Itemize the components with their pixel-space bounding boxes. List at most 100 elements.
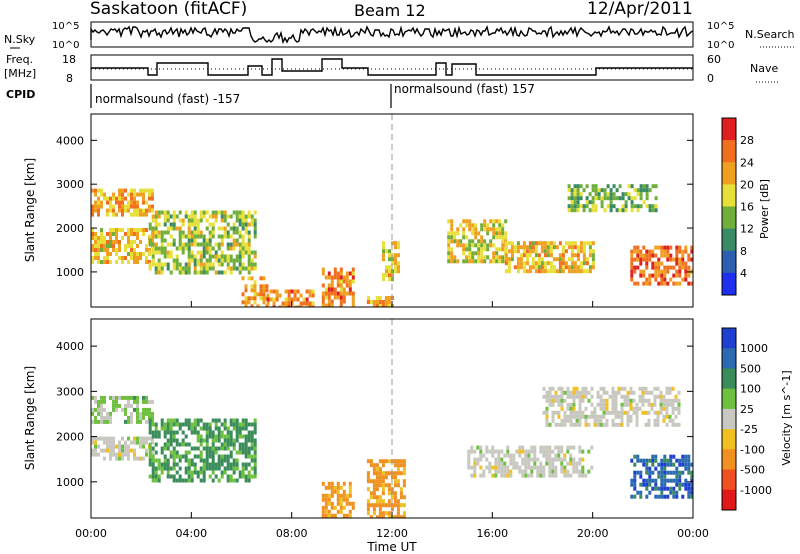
velocity-cell-r2 xyxy=(199,454,203,459)
power-cell-r9 xyxy=(507,265,511,270)
velocity-cell-r2 xyxy=(178,466,182,471)
velocity-cell-r6 xyxy=(602,422,606,427)
power-cell-r4 xyxy=(278,305,282,307)
velocity-cell-r2 xyxy=(232,426,236,431)
power-cell-r0 xyxy=(124,232,127,236)
velocity-cell-r6 xyxy=(554,422,558,427)
velocity-cell-r2 xyxy=(196,438,200,443)
velocity-cell-r7 xyxy=(684,454,688,459)
velocity-cell-r6 xyxy=(644,422,648,427)
velocity-cell-r4 xyxy=(381,499,385,504)
velocity-cell-r6 xyxy=(593,422,597,427)
power-cell-r3 xyxy=(262,292,266,297)
power-cell-r9 xyxy=(582,257,586,262)
velocity-cell-r6 xyxy=(665,402,669,407)
power-cell-r3 xyxy=(244,284,248,289)
velocity-cell-r1 xyxy=(130,403,133,408)
power-cell-r5 xyxy=(330,283,334,288)
power-cell-r9 xyxy=(534,265,538,270)
power-cell-r2 xyxy=(223,234,227,239)
velocity-cell-r0 xyxy=(127,436,130,441)
velocity-cell-r1 xyxy=(100,419,103,424)
velocity-cell-r5 xyxy=(530,473,534,478)
power-cell-r10 xyxy=(573,196,577,201)
power-cell-r2 xyxy=(199,258,203,263)
power-cell-r1 xyxy=(130,188,133,193)
velocity-cell-r4 xyxy=(381,487,385,492)
power-cell-r11 xyxy=(633,257,637,262)
power-cell-r0 xyxy=(106,248,109,252)
power-cell-r1 xyxy=(127,204,130,209)
velocity-cell-r5 xyxy=(554,445,558,450)
power-cell-r9 xyxy=(522,245,526,250)
power-cell-r10 xyxy=(573,200,577,205)
power-cell-r2 xyxy=(157,258,161,263)
velocity-cell-r1 xyxy=(151,415,154,420)
power-cell-r2 xyxy=(178,270,182,275)
velocity-cell-r6 xyxy=(569,410,573,415)
power-cell-r2 xyxy=(244,222,248,227)
velocity-cell-r1 xyxy=(127,395,130,400)
velocity-xtick-label: 20:00 xyxy=(577,527,609,540)
velocity-cell-r3 xyxy=(321,497,325,502)
velocity-cell-r2 xyxy=(178,442,182,447)
power-cell-r1 xyxy=(91,212,94,217)
velocity-cell-r0 xyxy=(94,448,97,453)
power-cell-r1 xyxy=(139,208,142,213)
velocity-cell-r0 xyxy=(115,452,118,457)
power-cell-r2 xyxy=(160,246,164,251)
power-cell-r2 xyxy=(235,254,239,259)
date-title: 12/Apr/2011 xyxy=(587,0,693,19)
velocity-cell-r6 xyxy=(602,390,606,395)
power-cell-r8 xyxy=(453,235,457,240)
power-cell-r10 xyxy=(594,208,598,213)
power-cell-r9 xyxy=(540,269,544,274)
velocity-cell-r3 xyxy=(324,497,328,502)
velocity-cell-r1 xyxy=(106,411,109,416)
velocity-cell-r2 xyxy=(148,446,152,451)
velocity-cell-r2 xyxy=(253,470,257,475)
velocity-cell-r3 xyxy=(321,505,325,510)
velocity-cell-r7 xyxy=(663,474,667,479)
power-cell-r10 xyxy=(642,200,646,205)
power-cell-r2 xyxy=(238,258,242,263)
velocity-cell-r1 xyxy=(103,395,106,400)
power-cell-r5 xyxy=(351,303,355,307)
power-cell-r9 xyxy=(537,269,541,274)
power-cell-r11 xyxy=(636,253,640,258)
velocity-cell-r4 xyxy=(375,503,379,508)
power-cell-r10 xyxy=(576,188,580,193)
power-cell-r10 xyxy=(588,200,592,205)
velocity-cell-r6 xyxy=(629,390,633,395)
velocity-cell-r6 xyxy=(671,402,675,407)
velocity-cell-r2 xyxy=(187,462,191,467)
power-cell-r9 xyxy=(504,257,508,262)
power-cell-r10 xyxy=(621,196,625,201)
power-cell-r8 xyxy=(498,255,502,260)
velocity-cell-r6 xyxy=(596,390,600,395)
velocity-cell-r7 xyxy=(660,478,664,483)
power-cell-r0 xyxy=(91,256,94,260)
velocity-cell-r6 xyxy=(626,398,630,403)
velocity-cell-r3 xyxy=(345,497,349,502)
velocity-cell-r5 xyxy=(530,445,534,450)
velocity-cell-r2 xyxy=(196,422,200,427)
velocity-cell-r7 xyxy=(663,478,667,483)
power-cell-r2 xyxy=(220,214,224,219)
power-cell-r10 xyxy=(591,188,595,193)
velocity-cell-r2 xyxy=(250,458,254,463)
power-cell-r10 xyxy=(585,204,589,209)
power-cell-r11 xyxy=(654,277,658,282)
velocity-cell-r4 xyxy=(375,467,379,472)
velocity-cell-r2 xyxy=(175,430,179,435)
power-cell-r2 xyxy=(235,242,239,247)
power-cell-r2 xyxy=(184,242,188,247)
velocity-cell-r2 xyxy=(223,418,227,423)
velocity-cell-r6 xyxy=(545,418,549,423)
power-cell-r11 xyxy=(651,249,655,254)
power-cell-r11 xyxy=(672,281,676,286)
velocity-cell-r2 xyxy=(196,446,200,451)
power-cell-r7 xyxy=(385,269,388,274)
velocity-cell-r6 xyxy=(671,386,675,391)
velocity-cell-r5 xyxy=(494,465,498,470)
